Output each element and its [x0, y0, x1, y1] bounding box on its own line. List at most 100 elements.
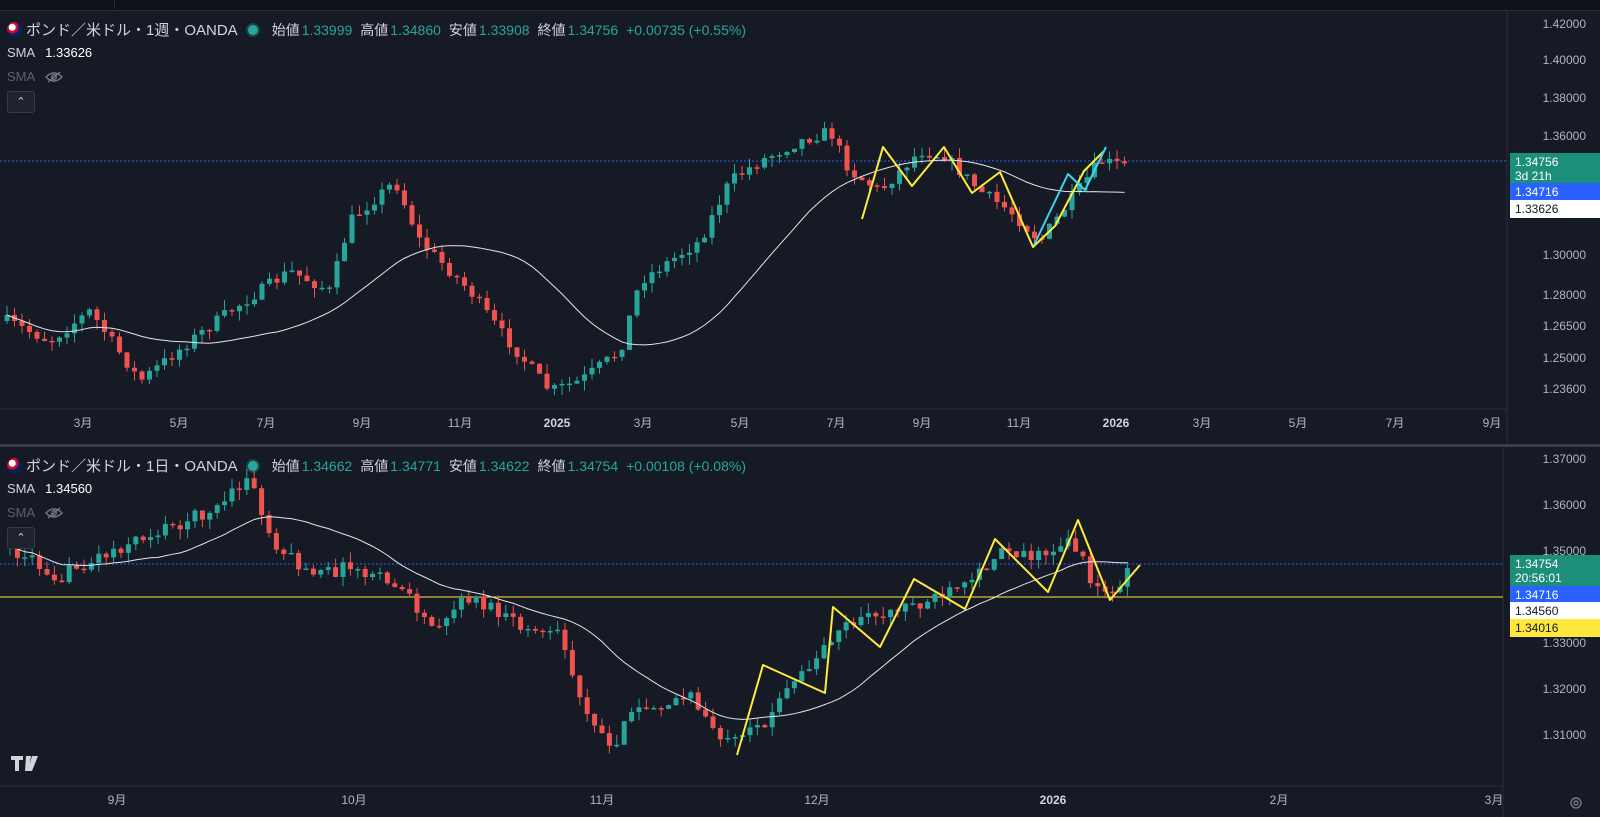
candle-body — [969, 579, 975, 583]
candle-body — [469, 285, 475, 297]
candle-body — [432, 249, 437, 252]
sma-label: SMA — [7, 505, 36, 520]
candle-body — [979, 186, 985, 193]
candle-body — [642, 283, 647, 291]
gear-icon[interactable] — [1568, 795, 1584, 811]
sma-indicator-2[interactable]: SMA — [7, 69, 64, 84]
candle-body — [140, 536, 146, 541]
candle-body — [267, 278, 272, 284]
candle-body — [987, 191, 992, 194]
candle-body — [910, 603, 916, 605]
candle-body — [192, 510, 198, 522]
symbol-title[interactable]: ポンド／米ドル・1日・OANDA — [26, 458, 238, 475]
candle-body — [111, 548, 117, 558]
eye-hidden-icon[interactable] — [45, 71, 64, 83]
candle-body — [1069, 192, 1075, 211]
chevron-up-icon[interactable]: ⌃ — [7, 527, 35, 549]
candle-body — [1084, 177, 1090, 183]
candle-body — [717, 727, 723, 740]
sma-line — [6, 159, 1125, 346]
candle-body — [214, 315, 220, 331]
candle-body — [117, 336, 122, 353]
tab[interactable] — [0, 0, 115, 9]
candle-body — [296, 552, 302, 570]
daily-chart-pane[interactable]: 1.37000 1.36000 1.35000 1.33000 1.32000 1.310… — [0, 447, 1600, 817]
pane-divider[interactable] — [0, 444, 1600, 447]
weekly-chart-canvas[interactable]: 1.42000 1.40000 1.38000 1.36000 1.30000 1.280… — [0, 11, 1600, 444]
candle-body — [754, 167, 760, 169]
candle-body — [984, 568, 990, 571]
candle-body — [399, 586, 405, 590]
candle-body — [207, 512, 213, 520]
candle-body — [192, 334, 197, 349]
time-tick-label: 5月 — [1289, 416, 1308, 430]
candle-body — [384, 572, 390, 584]
candle-body — [702, 237, 707, 243]
candle-body — [582, 374, 587, 381]
candle-body — [103, 553, 109, 558]
candle-body — [1006, 548, 1012, 552]
open-value: 1.34662 — [301, 457, 353, 474]
last-price-tag: 1.34754 20:56:01 — [1510, 555, 1600, 587]
close-value: 1.34756 — [567, 21, 619, 38]
candle-body — [454, 275, 460, 278]
candle-body — [133, 536, 139, 545]
candle-body — [74, 565, 80, 569]
last-price-tag: 1.34756 3d 21h — [1510, 153, 1600, 185]
time-tick-label: 2026 — [1103, 416, 1130, 430]
tradingview-logo-icon[interactable] — [10, 753, 42, 773]
candle-body — [762, 157, 767, 168]
candle-body — [612, 356, 617, 359]
low-label: 安値 — [448, 21, 477, 38]
candle-body — [532, 628, 538, 631]
candle-body — [1002, 201, 1007, 208]
candle-body — [22, 557, 28, 559]
symbol-title[interactable]: ポンド／米ドル・1週・OANDA — [26, 22, 238, 39]
candle-body — [1024, 226, 1030, 232]
candle-body — [574, 380, 580, 384]
candle-body — [1122, 161, 1127, 164]
candle-body — [666, 705, 672, 709]
blue-line-tag: 1.34716 — [1510, 586, 1600, 604]
weekly-chart-pane[interactable]: 1.42000 1.40000 1.38000 1.36000 1.30000 1.280… — [0, 11, 1600, 444]
chevron-up-icon[interactable]: ⌃ — [7, 91, 35, 113]
candle-body — [169, 358, 175, 360]
candle-body — [529, 361, 535, 364]
candle-body — [154, 365, 160, 371]
candle-body — [829, 128, 835, 139]
sma-indicator-2[interactable]: SMA — [7, 505, 64, 520]
sma-indicator-1[interactable]: SMA 1.34560 — [7, 481, 92, 496]
price-tick-label: 1.25000 — [1543, 351, 1587, 365]
time-tick-label: 2月 — [1270, 793, 1289, 807]
time-tick-label: 9月 — [108, 793, 127, 807]
candle-body — [919, 155, 925, 158]
eye-hidden-icon[interactable] — [45, 507, 64, 519]
sma-label: SMA — [7, 481, 36, 496]
candle-body — [229, 488, 235, 502]
candle-body — [634, 290, 640, 316]
candle-body — [132, 367, 137, 372]
candle-body — [739, 173, 745, 175]
top-tab-strip — [0, 0, 1600, 11]
candle-body — [836, 630, 842, 643]
candle-body — [806, 669, 812, 672]
time-tick-label: 3月 — [1193, 416, 1212, 430]
sma-indicator-1[interactable]: SMA 1.33626 — [7, 45, 92, 60]
candle-body — [409, 205, 415, 225]
candle-body — [429, 616, 435, 626]
candle-body — [1114, 158, 1120, 162]
candle-body — [821, 645, 827, 659]
status-dot-icon — [247, 24, 258, 35]
candle-body — [96, 553, 102, 563]
candle-body — [619, 349, 625, 357]
candle-body — [784, 152, 790, 156]
daily-chart-canvas[interactable]: 1.37000 1.36000 1.35000 1.33000 1.32000 1.310… — [0, 447, 1600, 817]
candle-body — [34, 331, 40, 339]
candle-body — [621, 721, 627, 745]
candle-body — [784, 688, 790, 699]
blue-line-tag: 1.34716 — [1510, 183, 1600, 201]
candle-body — [42, 338, 47, 341]
candle-body — [170, 523, 176, 526]
candle-body — [732, 173, 737, 184]
candle-body — [334, 261, 340, 288]
